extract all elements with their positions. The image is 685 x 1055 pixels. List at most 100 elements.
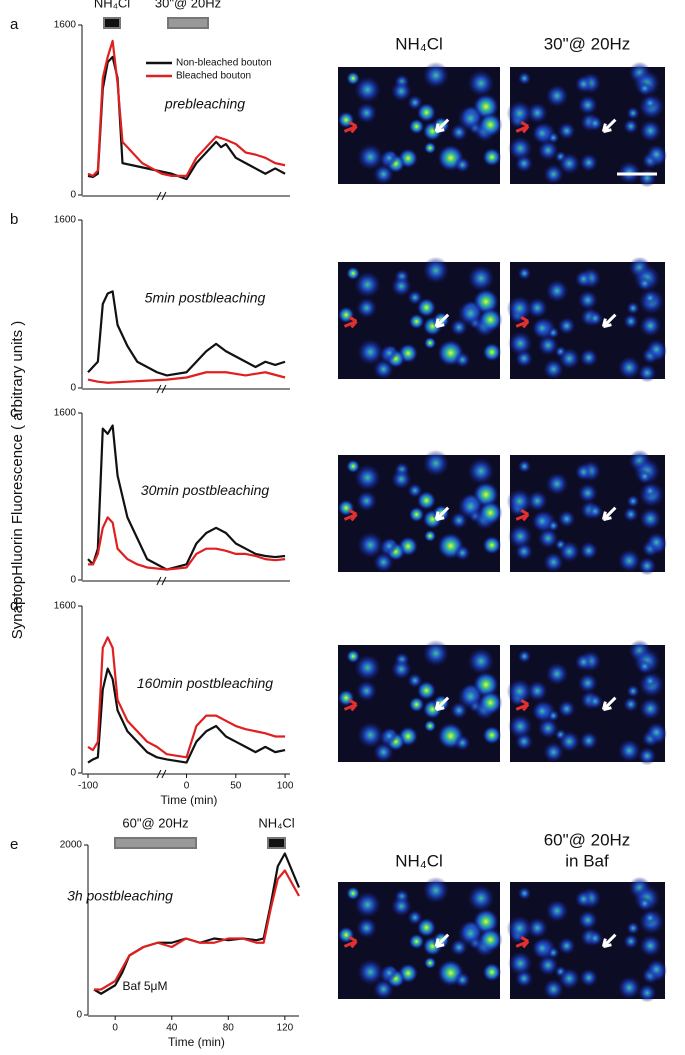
bouton	[587, 930, 603, 947]
bouton	[637, 276, 653, 291]
arrow-white	[434, 506, 450, 522]
x-tick-label: 40	[166, 1023, 178, 1034]
x-tick-label: -100	[78, 781, 98, 792]
bouton	[587, 115, 603, 132]
bouton	[506, 488, 533, 515]
bouton	[390, 275, 412, 297]
arrow-red	[515, 936, 530, 949]
bouton	[454, 544, 471, 561]
x-tick-label: 120	[277, 1023, 294, 1034]
annotation: prebleaching	[164, 96, 245, 112]
bouton	[356, 143, 384, 171]
bouton	[557, 316, 576, 335]
bouton	[416, 680, 437, 701]
x-tick-label: 50	[230, 781, 242, 792]
bouton	[467, 457, 495, 486]
bouton	[617, 355, 642, 380]
bouton	[478, 500, 503, 525]
arrow-white	[601, 506, 617, 522]
bouton	[506, 295, 533, 322]
bouton	[507, 135, 533, 161]
bouton	[416, 102, 437, 123]
bouton	[637, 469, 653, 484]
arrow-red	[343, 936, 358, 949]
bouton	[557, 936, 576, 955]
arrow-white	[601, 696, 617, 712]
bouton	[526, 680, 549, 702]
axis-break	[156, 576, 167, 586]
bouton	[642, 95, 658, 111]
bouton	[482, 725, 502, 745]
bouton	[642, 290, 658, 306]
image-label: in Baf	[565, 851, 609, 870]
bouton	[355, 680, 378, 702]
bouton	[558, 540, 581, 563]
bouton	[579, 348, 599, 368]
arrow-white	[601, 118, 617, 134]
bouton	[390, 80, 412, 102]
bouton	[557, 121, 576, 140]
bouton	[380, 964, 398, 982]
bouton	[526, 297, 549, 319]
bouton	[467, 647, 495, 676]
stimulus-bar	[167, 17, 209, 29]
annotation: 3h postbleaching	[67, 888, 173, 904]
bouton	[450, 318, 468, 337]
bouton	[450, 123, 468, 142]
bouton	[423, 719, 437, 733]
x-axis-label: Time (min)	[168, 1035, 225, 1049]
bouton	[637, 659, 653, 674]
bouton	[478, 690, 503, 715]
bouton	[545, 279, 569, 303]
bouton	[506, 915, 533, 942]
arrow-red	[343, 699, 358, 712]
bouton	[542, 741, 565, 763]
series-line	[87, 55, 286, 181]
arrow-red	[515, 509, 530, 522]
y-tick-label: 0	[70, 190, 76, 201]
bouton	[422, 639, 450, 667]
bouton	[574, 889, 593, 909]
bouton	[577, 672, 599, 694]
stimulus-bar	[267, 837, 286, 849]
bouton	[355, 490, 378, 512]
bouton	[645, 721, 667, 743]
panel-letter: d	[10, 597, 18, 614]
bouton	[639, 934, 662, 958]
bouton	[507, 523, 533, 549]
bouton	[390, 468, 412, 490]
bouton	[482, 535, 502, 555]
bouton	[587, 310, 603, 327]
bouton	[353, 270, 382, 299]
series-line	[87, 39, 286, 177]
legend-label: Bleached bouton	[176, 71, 251, 82]
stimulus-label: NH₄Cl	[258, 815, 294, 830]
bouton	[353, 653, 382, 682]
panel-letter: a	[10, 16, 19, 33]
bouton	[390, 895, 412, 917]
bouton	[617, 975, 642, 1000]
image-label: NH₄Cl	[395, 34, 443, 53]
bouton	[531, 700, 553, 722]
y-tick-label: 0	[70, 575, 76, 586]
bouton	[637, 556, 657, 576]
image-label: 30"@ 20Hz	[544, 34, 631, 53]
panel-letter: c	[10, 404, 18, 421]
bouton	[408, 506, 425, 523]
bouton	[542, 978, 565, 1000]
bouton	[355, 297, 378, 319]
bouton	[637, 363, 657, 383]
bouton	[574, 652, 593, 672]
bouton	[623, 313, 639, 330]
arrow-white	[434, 933, 450, 949]
bouton	[545, 662, 569, 686]
bouton	[558, 347, 581, 370]
bouton	[637, 81, 653, 96]
x-tick-label: 80	[223, 1023, 235, 1034]
bouton	[478, 307, 503, 332]
bouton	[558, 152, 581, 175]
bouton	[337, 499, 355, 517]
bouton	[355, 917, 378, 939]
arrow-white	[434, 696, 450, 712]
